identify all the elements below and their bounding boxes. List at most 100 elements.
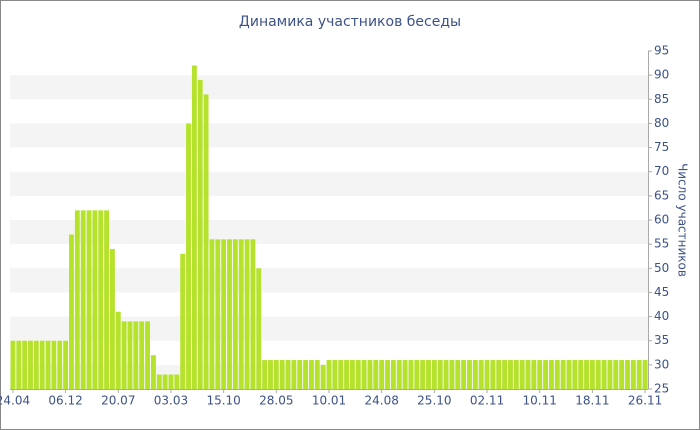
bar [150,355,156,389]
bar [554,360,560,389]
bar [338,360,344,389]
grid-band [10,123,648,148]
bar [543,360,548,389]
y-tick-label: 55 [654,237,669,251]
bar [426,360,431,389]
bar [560,360,566,389]
x-tick-label: 18.11 [575,394,609,408]
bar [303,360,309,389]
bar [496,360,502,389]
bar [607,360,613,389]
bar [203,94,209,389]
x-tick-label: 03.03 [154,394,188,408]
bar [478,360,484,389]
y-tick-label: 85 [654,92,669,106]
bar [244,239,250,389]
bar [390,360,396,389]
bar [402,360,408,389]
bar [355,360,361,389]
y-tick-label: 45 [654,285,669,299]
bar [408,360,414,389]
bar [250,239,256,389]
bar [566,360,572,389]
y-tick-label: 40 [654,309,669,323]
bar [513,360,519,389]
bar [262,360,268,389]
x-tick-label: 10.11 [523,394,557,408]
bar [619,360,625,389]
bar [525,360,531,389]
bar [174,374,180,389]
x-tick-label: 24.08 [364,394,398,408]
y-tick-label: 60 [654,213,669,227]
bar [472,360,478,389]
bar [133,321,139,389]
x-tick-label: 20.07 [101,394,135,408]
bar [420,360,426,389]
bar [16,340,22,389]
y-tick-label: 35 [654,333,669,347]
bar [490,360,496,389]
bar [320,364,326,389]
bar [110,248,115,389]
bar [45,340,51,389]
y-tick-label: 65 [654,188,669,202]
bar [232,239,238,389]
bar [10,340,16,389]
bar [92,210,98,389]
bar [127,321,133,389]
bar [256,268,262,389]
bar [121,321,127,389]
chart-title: Динамика участников беседы [239,14,461,30]
bar [279,360,285,389]
grid-band [10,268,648,293]
bar [584,360,589,389]
bar [268,360,273,389]
grid-band [10,171,648,196]
bar [98,210,104,389]
bar [595,360,601,389]
x-tick-label: 10.01 [312,394,346,408]
bar [455,360,461,389]
bar [57,340,63,389]
bar [309,360,314,389]
bar [508,360,513,389]
bar [215,239,221,389]
bar [589,360,595,389]
bar [367,360,373,389]
bar [156,374,162,389]
bar [502,360,508,389]
bar [385,360,390,389]
bar [63,340,69,389]
y-tick-label: 90 [654,68,669,82]
bar [548,360,554,389]
bar [467,360,472,389]
grid-band [10,75,648,100]
x-tick-label: 06.12 [48,394,82,408]
x-tick-label: 24.04 [0,394,30,408]
bar [28,340,33,389]
bar [51,340,57,389]
bar [186,123,191,389]
bar [39,340,45,389]
bar [297,360,303,389]
y-tick-label: 75 [654,140,669,154]
bar [519,360,525,389]
bar [414,360,420,389]
bar [461,360,467,389]
y-tick-label: 30 [654,357,669,371]
bar [209,239,215,389]
bar [162,374,168,389]
bar [69,234,74,389]
bar [139,321,145,389]
y-axis-label: Число участников [676,163,690,277]
bar [22,340,28,389]
bar [115,311,121,389]
bar [361,360,367,389]
bar [86,210,92,389]
bar [537,360,543,389]
bar [531,360,537,389]
bar [601,360,607,389]
bar [484,360,490,389]
